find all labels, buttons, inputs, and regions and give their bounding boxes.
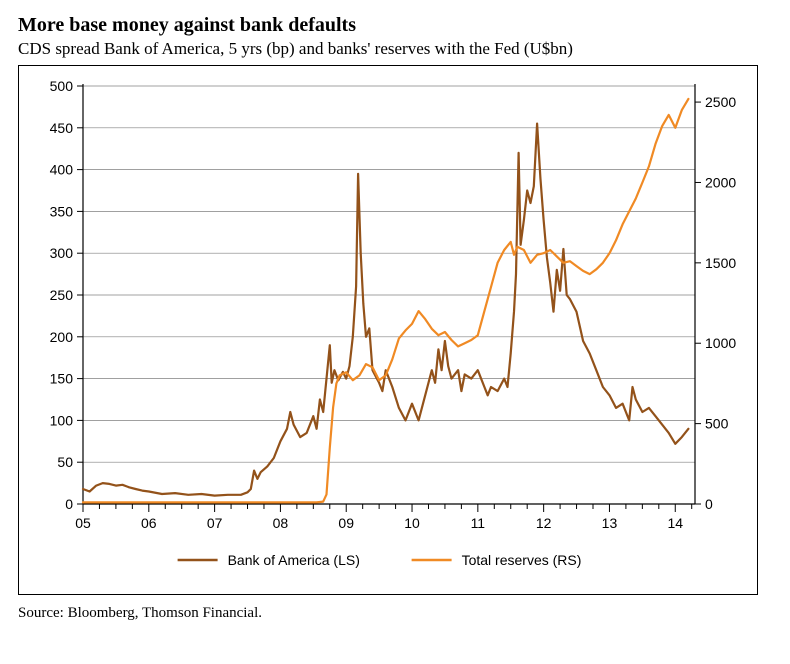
y-right-label: 2000 — [705, 174, 736, 190]
x-label: 12 — [536, 515, 552, 531]
y-left-label: 350 — [50, 203, 74, 219]
y-right-label: 2500 — [705, 94, 736, 110]
series-line — [83, 124, 688, 496]
x-label: 08 — [273, 515, 289, 531]
x-label: 06 — [141, 515, 157, 531]
chart-title: More base money against bank defaults — [18, 14, 772, 37]
y-right-label: 1000 — [705, 335, 736, 351]
chart-svg: 0501001502002503003504004505000500100015… — [19, 66, 757, 594]
y-left-label: 50 — [57, 454, 73, 470]
x-label: 05 — [75, 515, 91, 531]
y-left-label: 500 — [50, 78, 74, 94]
legend-label: Total reserves (RS) — [462, 552, 582, 568]
y-left-label: 200 — [50, 329, 74, 345]
x-label: 14 — [667, 515, 683, 531]
y-right-label: 0 — [705, 496, 713, 512]
x-label: 09 — [338, 515, 354, 531]
chart-subtitle: CDS spread Bank of America, 5 yrs (bp) a… — [18, 39, 772, 59]
y-right-label: 1500 — [705, 255, 736, 271]
y-left-label: 250 — [50, 287, 74, 303]
y-left-label: 300 — [50, 245, 74, 261]
y-left-label: 400 — [50, 162, 74, 178]
chart-source: Source: Bloomberg, Thomson Financial. — [18, 605, 772, 622]
y-left-label: 100 — [50, 412, 74, 428]
y-right-label: 500 — [705, 416, 729, 432]
x-label: 07 — [207, 515, 223, 531]
y-left-label: 150 — [50, 371, 74, 387]
x-label: 13 — [602, 515, 618, 531]
chart-container: 0501001502002503003504004505000500100015… — [18, 65, 758, 595]
legend-label: Bank of America (LS) — [228, 552, 360, 568]
y-left-label: 0 — [65, 496, 73, 512]
y-left-label: 450 — [50, 120, 74, 136]
series-line — [83, 99, 688, 503]
x-label: 11 — [471, 515, 486, 531]
x-label: 10 — [404, 515, 420, 531]
